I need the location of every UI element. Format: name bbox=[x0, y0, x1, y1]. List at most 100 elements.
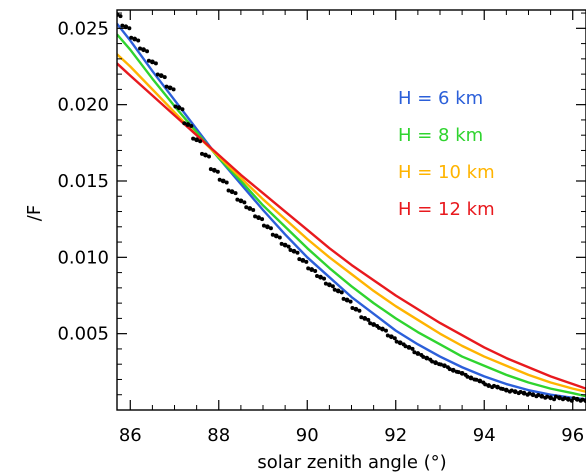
data-point bbox=[242, 200, 247, 205]
y-tick-label: 0.015 bbox=[57, 171, 109, 192]
data-point bbox=[136, 38, 141, 43]
data-point bbox=[492, 383, 497, 388]
data-point bbox=[394, 339, 399, 344]
data-point bbox=[132, 36, 138, 42]
data-point bbox=[189, 124, 194, 128]
data-point bbox=[141, 47, 146, 53]
data-point bbox=[313, 269, 318, 274]
data-point bbox=[199, 151, 204, 156]
data-point bbox=[332, 287, 337, 292]
legend-entry-h-8-km: H = 8 km bbox=[398, 125, 483, 146]
data-point bbox=[185, 122, 191, 127]
data-point bbox=[512, 389, 518, 395]
data-point bbox=[238, 198, 244, 204]
data-point bbox=[530, 392, 536, 398]
legend-entry-h-12-km: H = 12 km bbox=[398, 199, 495, 220]
data-point bbox=[527, 391, 532, 396]
data-point bbox=[326, 282, 332, 288]
observation-points bbox=[117, 12, 586, 404]
x-tick-label: 90 bbox=[296, 425, 319, 446]
data-point bbox=[171, 87, 176, 92]
data-point bbox=[388, 334, 394, 340]
data-point bbox=[421, 354, 426, 359]
data-point bbox=[295, 250, 300, 255]
data-point bbox=[277, 235, 282, 240]
data-point bbox=[260, 217, 265, 222]
data-point bbox=[483, 382, 488, 387]
data-point bbox=[173, 104, 178, 109]
data-point bbox=[459, 370, 465, 376]
data-point bbox=[322, 276, 327, 281]
data-point bbox=[180, 107, 185, 112]
data-point bbox=[318, 274, 323, 280]
x-axis-title: solar zenith angle (°) bbox=[257, 452, 446, 472]
data-point bbox=[270, 232, 275, 237]
legend-entry-h-6-km: H = 6 km bbox=[398, 88, 483, 109]
data-point bbox=[465, 374, 470, 379]
data-point bbox=[376, 325, 381, 330]
x-tick-label: 94 bbox=[473, 425, 496, 446]
data-point bbox=[253, 214, 258, 219]
data-point bbox=[371, 322, 377, 327]
data-point bbox=[539, 393, 545, 399]
data-point bbox=[288, 248, 293, 253]
data-point bbox=[557, 395, 562, 401]
series-line-h-8-km bbox=[117, 33, 586, 398]
data-point bbox=[233, 191, 238, 196]
data-point bbox=[359, 315, 364, 320]
data-point bbox=[536, 393, 541, 398]
data-point bbox=[198, 139, 203, 144]
data-point bbox=[574, 396, 580, 402]
data-point bbox=[220, 178, 226, 184]
data-point bbox=[224, 180, 229, 185]
data-point bbox=[456, 370, 461, 375]
data-point bbox=[256, 215, 261, 221]
x-tick-label: 86 bbox=[119, 425, 142, 446]
x-tick-label: 96 bbox=[561, 425, 584, 446]
data-point bbox=[339, 290, 344, 295]
y-tick-label: 0.010 bbox=[57, 247, 109, 268]
data-point bbox=[273, 233, 279, 239]
data-point bbox=[158, 73, 164, 79]
data-point bbox=[518, 390, 523, 395]
data-point bbox=[129, 35, 134, 40]
data-point bbox=[553, 394, 558, 399]
data-point bbox=[341, 296, 346, 301]
data-point bbox=[424, 355, 430, 361]
data-point bbox=[368, 321, 373, 326]
data-point bbox=[208, 167, 213, 172]
data-point bbox=[438, 362, 443, 367]
data-point bbox=[412, 350, 417, 355]
data-point bbox=[450, 367, 456, 373]
data-point bbox=[153, 61, 158, 66]
data-point bbox=[282, 242, 288, 248]
data-point bbox=[297, 257, 302, 262]
data-point bbox=[304, 259, 309, 264]
data-point bbox=[162, 75, 167, 80]
series-line-h-6-km bbox=[117, 22, 586, 401]
data-point bbox=[315, 273, 320, 278]
data-point bbox=[350, 306, 355, 311]
data-point bbox=[291, 248, 297, 254]
data-point bbox=[215, 169, 220, 174]
data-point bbox=[176, 105, 182, 111]
data-point bbox=[442, 363, 447, 369]
data-point bbox=[261, 223, 266, 228]
data-point bbox=[410, 346, 415, 351]
data-point bbox=[565, 396, 571, 402]
data-point bbox=[468, 375, 474, 381]
data-point bbox=[562, 396, 567, 401]
x-tick-label: 88 bbox=[207, 425, 230, 446]
data-point bbox=[191, 136, 196, 141]
data-point bbox=[229, 189, 235, 195]
data-point bbox=[366, 317, 371, 322]
data-point bbox=[500, 386, 505, 391]
data-point bbox=[167, 85, 173, 91]
data-point bbox=[433, 360, 438, 366]
data-point bbox=[406, 345, 412, 350]
data-point bbox=[203, 152, 208, 158]
y-tick-label: 0.025 bbox=[57, 18, 109, 39]
data-point bbox=[353, 306, 359, 312]
data-point bbox=[138, 46, 143, 51]
data-point bbox=[323, 281, 328, 286]
